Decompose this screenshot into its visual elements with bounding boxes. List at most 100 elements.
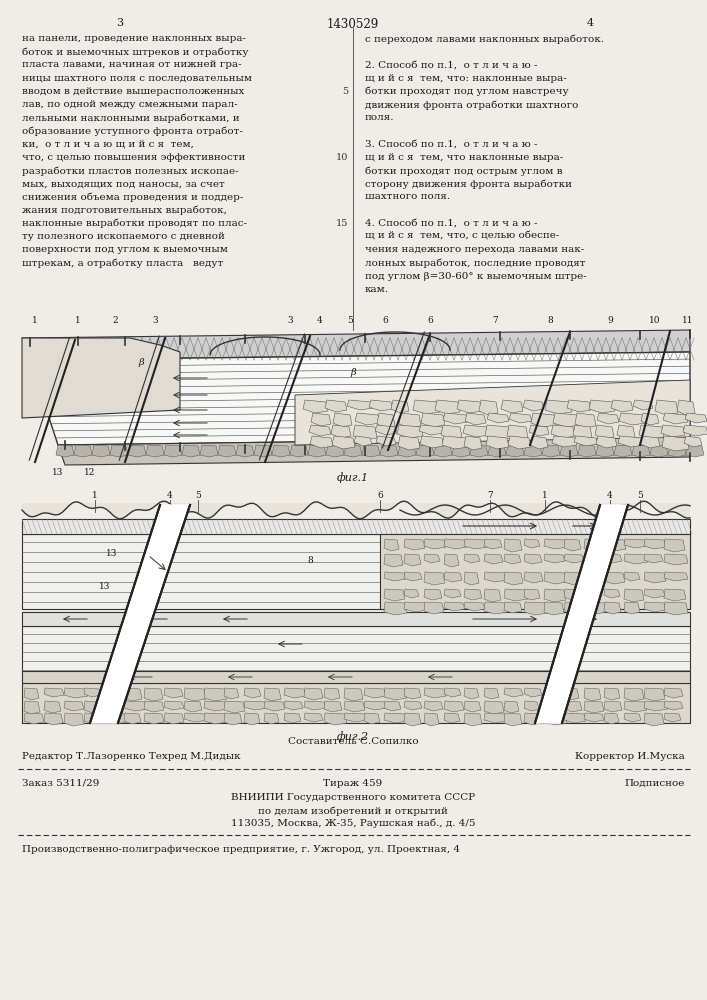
Polygon shape [664, 602, 688, 615]
Polygon shape [584, 589, 599, 599]
Polygon shape [524, 554, 542, 564]
Polygon shape [484, 539, 502, 549]
Polygon shape [624, 589, 644, 602]
Polygon shape [200, 445, 218, 457]
Polygon shape [442, 436, 468, 449]
Polygon shape [326, 445, 344, 457]
Bar [22, 671, 690, 683]
Polygon shape [404, 572, 422, 581]
Polygon shape [553, 413, 580, 427]
Polygon shape [380, 445, 398, 457]
Polygon shape [404, 602, 428, 612]
Polygon shape [624, 713, 641, 722]
Polygon shape [584, 539, 606, 551]
Bar [22, 612, 690, 626]
Polygon shape [544, 602, 564, 615]
Polygon shape [124, 701, 148, 711]
Polygon shape [295, 380, 690, 445]
Polygon shape [578, 445, 596, 457]
Polygon shape [164, 701, 184, 710]
Polygon shape [661, 425, 685, 437]
Polygon shape [377, 413, 395, 428]
Text: ВНИИПИ Государственного комитета СССР: ВНИИПИ Государственного комитета СССР [231, 793, 475, 802]
Polygon shape [507, 425, 528, 440]
Polygon shape [664, 589, 686, 601]
Polygon shape [524, 713, 541, 725]
Text: 5: 5 [347, 316, 353, 325]
Polygon shape [573, 425, 592, 439]
Polygon shape [24, 701, 40, 714]
Polygon shape [44, 713, 63, 725]
Polygon shape [224, 713, 242, 725]
Text: 13: 13 [99, 582, 111, 591]
Polygon shape [110, 445, 128, 457]
Polygon shape [397, 425, 423, 438]
Polygon shape [686, 445, 704, 457]
Text: 15: 15 [336, 219, 348, 228]
Text: 2: 2 [112, 316, 118, 325]
Text: 3. Способ по п.1,  о т л и ч а ю -: 3. Способ по п.1, о т л и ч а ю - [365, 140, 537, 149]
Polygon shape [644, 701, 668, 711]
Polygon shape [504, 688, 523, 697]
Polygon shape [104, 713, 127, 724]
Polygon shape [604, 539, 626, 551]
Polygon shape [624, 539, 648, 548]
Polygon shape [244, 701, 268, 710]
Polygon shape [435, 400, 460, 414]
Polygon shape [552, 436, 577, 447]
Polygon shape [404, 713, 421, 726]
Polygon shape [74, 445, 92, 457]
Polygon shape [504, 589, 528, 601]
Polygon shape [464, 688, 479, 699]
Text: щ и й с я  тем, что, с целью обеспе-: щ и й с я тем, что, с целью обеспе- [365, 232, 559, 241]
Polygon shape [614, 445, 632, 457]
Polygon shape [464, 554, 480, 563]
Polygon shape [504, 602, 522, 613]
Polygon shape [144, 701, 164, 712]
Polygon shape [486, 436, 509, 449]
Polygon shape [463, 425, 489, 437]
Text: Производственно-полиграфическое предприятие, г. Ужгород, ул. Проектная, 4: Производственно-полиграфическое предприя… [22, 845, 460, 854]
Polygon shape [664, 713, 681, 722]
Polygon shape [624, 572, 640, 581]
Text: 9: 9 [607, 316, 613, 325]
Text: 11: 11 [682, 316, 694, 325]
Polygon shape [204, 713, 228, 724]
Polygon shape [564, 701, 582, 712]
Polygon shape [504, 713, 522, 726]
Polygon shape [92, 445, 110, 457]
Polygon shape [564, 713, 586, 723]
Polygon shape [325, 400, 347, 412]
Polygon shape [604, 713, 619, 724]
Polygon shape [484, 713, 507, 723]
Polygon shape [524, 602, 548, 615]
Polygon shape [184, 688, 206, 701]
Polygon shape [596, 436, 617, 448]
Text: щ и й с я  тем, что наклонные выра-: щ и й с я тем, что наклонные выра- [365, 153, 563, 162]
Polygon shape [404, 701, 422, 710]
Text: с переходом лавами наклонных выработок.: с переходом лавами наклонных выработок. [365, 34, 604, 43]
Polygon shape [369, 400, 393, 411]
Polygon shape [504, 572, 523, 585]
Polygon shape [164, 445, 182, 457]
Polygon shape [424, 602, 444, 614]
Polygon shape [264, 688, 281, 701]
Text: β: β [152, 556, 158, 565]
Polygon shape [444, 554, 459, 567]
Polygon shape [544, 688, 560, 699]
Polygon shape [398, 445, 416, 457]
Polygon shape [464, 589, 482, 600]
Polygon shape [424, 713, 439, 726]
Polygon shape [347, 400, 373, 410]
Text: Составитель С.Сопилко: Составитель С.Сопилко [288, 737, 419, 746]
Polygon shape [644, 589, 665, 598]
Polygon shape [304, 713, 323, 722]
Text: 5: 5 [342, 87, 348, 96]
Polygon shape [685, 413, 707, 423]
Text: движения фронта отработки шахтного: движения фронта отработки шахтного [365, 100, 578, 109]
Polygon shape [331, 425, 351, 438]
Polygon shape [683, 425, 707, 436]
Polygon shape [529, 425, 549, 436]
Polygon shape [632, 445, 650, 457]
Polygon shape [544, 701, 563, 714]
